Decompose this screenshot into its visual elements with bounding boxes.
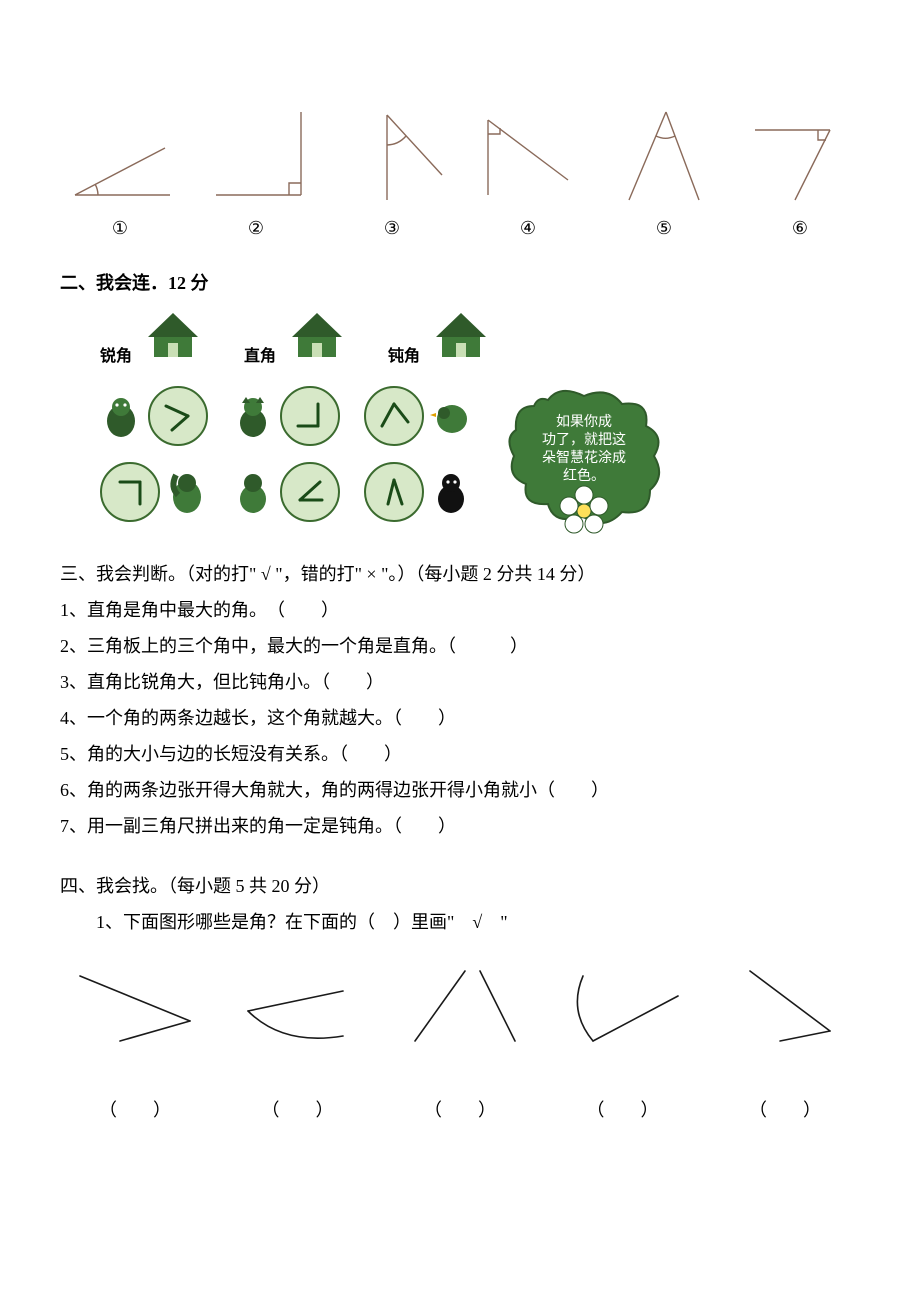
ball-obtuse-1 <box>148 386 208 446</box>
s3-item-6: 6、角的两条边张开得大角就大，角的两得边张开得小角就小（ ） <box>60 772 860 808</box>
svg-text:红色。: 红色。 <box>563 467 605 484</box>
find-blanks-row: （ ） （ ） （ ） （ ） （ ） <box>60 1096 860 1122</box>
critter-icon <box>430 469 472 515</box>
label-obtuse: 钝角 <box>388 348 420 365</box>
critter-icon <box>232 469 274 515</box>
blank-5: （ ） <box>710 1096 860 1122</box>
s3-item-1: 1、直角是角中最大的角。 （ ） <box>60 592 860 628</box>
match-item-1 <box>100 386 208 446</box>
angle-label-1: ① <box>60 218 180 239</box>
match-col-1 <box>100 386 208 522</box>
s3-item-2: 2、三角板上的三个角中，最大的一个角是直角。（ ） <box>60 628 860 664</box>
angle-2-svg <box>196 100 316 210</box>
angle-2 <box>196 100 316 210</box>
match-label-right: 直角 <box>244 309 348 366</box>
angle-3 <box>332 100 452 210</box>
s3-item-5: 5、角的大小与边的长短没有关系。（ ） <box>60 736 860 772</box>
ball-acute-1 <box>364 462 424 522</box>
blank-4: （ ） <box>548 1096 698 1122</box>
match-item-4 <box>100 462 208 522</box>
angle-label-3: ③ <box>332 218 452 239</box>
matching-grid: 如果你成 功了，就把这 朵智慧花涂成 红色。 <box>100 386 700 536</box>
angle-label-5: ⑤ <box>604 218 724 239</box>
match-label-acute: 锐角 <box>100 309 204 366</box>
critter-icon <box>232 393 274 439</box>
match-item-3 <box>364 386 472 446</box>
ball-acute-2 <box>280 462 340 522</box>
blank-1: （ ） <box>60 1096 210 1122</box>
critter-icon <box>430 393 472 439</box>
top-angle-labels: ① ② ③ ④ ⑤ ⑥ <box>60 218 860 239</box>
find-shape-3 <box>385 956 535 1056</box>
ball-right-1 <box>280 386 340 446</box>
angle-1-svg <box>60 100 180 210</box>
ball-obtuse-2 <box>364 386 424 446</box>
matching-graphic: 锐角 直角 钝角 <box>100 309 700 536</box>
blank-2: （ ） <box>223 1096 373 1122</box>
angle-4-svg <box>468 100 588 210</box>
find-shape-5 <box>710 956 860 1056</box>
angle-1 <box>60 100 180 210</box>
svg-text:功了，就把这: 功了，就把这 <box>542 431 626 448</box>
find-shape-1 <box>60 956 210 1056</box>
angle-6 <box>740 100 860 210</box>
svg-text:朵智慧花涂成: 朵智慧花涂成 <box>542 450 626 466</box>
find-shape-2 <box>223 956 373 1056</box>
worksheet-page: ① ② ③ ④ ⑤ ⑥ 二、我会连．12 分 锐角 直角 <box>0 0 920 1182</box>
angle-3-svg <box>332 100 452 210</box>
angle-6-svg <box>740 100 860 210</box>
match-item-2 <box>232 386 340 446</box>
angle-4 <box>468 100 588 210</box>
section4-title: 四、我会找。（每小题 5 共 20 分） <box>60 868 860 904</box>
house-icon <box>286 309 348 361</box>
label-acute: 锐角 <box>100 348 132 365</box>
critter-icon <box>166 469 208 515</box>
s3-item-7: 7、用一副三角尺拼出来的角一定是钝角。（ ） <box>60 808 860 844</box>
house-icon <box>430 309 492 361</box>
angle-5-svg <box>604 100 724 210</box>
match-item-6 <box>364 462 472 522</box>
match-col-3 <box>364 386 472 522</box>
critter-icon <box>100 393 142 439</box>
match-item-5 <box>232 462 340 522</box>
matching-top-row: 锐角 直角 钝角 <box>100 309 700 366</box>
angle-label-2: ② <box>196 218 316 239</box>
s3-item-3: 3、直角比锐角大，但比钝角小。（ ） <box>60 664 860 700</box>
blank-3: （ ） <box>385 1096 535 1122</box>
house-icon <box>142 309 204 361</box>
angle-5 <box>604 100 724 210</box>
section3-title: 三、我会判断。（对的打" √ "，错的打" × "。）（每小题 2 分共 14 … <box>60 556 860 592</box>
match-label-obtuse: 钝角 <box>388 309 492 366</box>
ball-right-2 <box>100 462 160 522</box>
s3-item-4: 4、一个角的两条边越长，这个角就越大。（ ） <box>60 700 860 736</box>
label-right: 直角 <box>244 348 276 365</box>
cloud-line-1: 如果你成 <box>556 414 612 430</box>
section2-title: 二、我会连．12 分 <box>60 269 860 295</box>
angle-label-6: ⑥ <box>740 218 860 239</box>
angle-label-4: ④ <box>468 218 588 239</box>
find-shape-4 <box>548 956 698 1056</box>
find-shapes-row <box>60 956 860 1056</box>
match-col-2 <box>232 386 340 522</box>
section4-sub1: 1、下面图形哪些是角？在下面的（ ）里画" √ " <box>60 904 860 940</box>
hint-cloud: 如果你成 功了，就把这 朵智慧花涂成 红色。 <box>504 386 664 536</box>
top-angles-row <box>60 100 860 210</box>
